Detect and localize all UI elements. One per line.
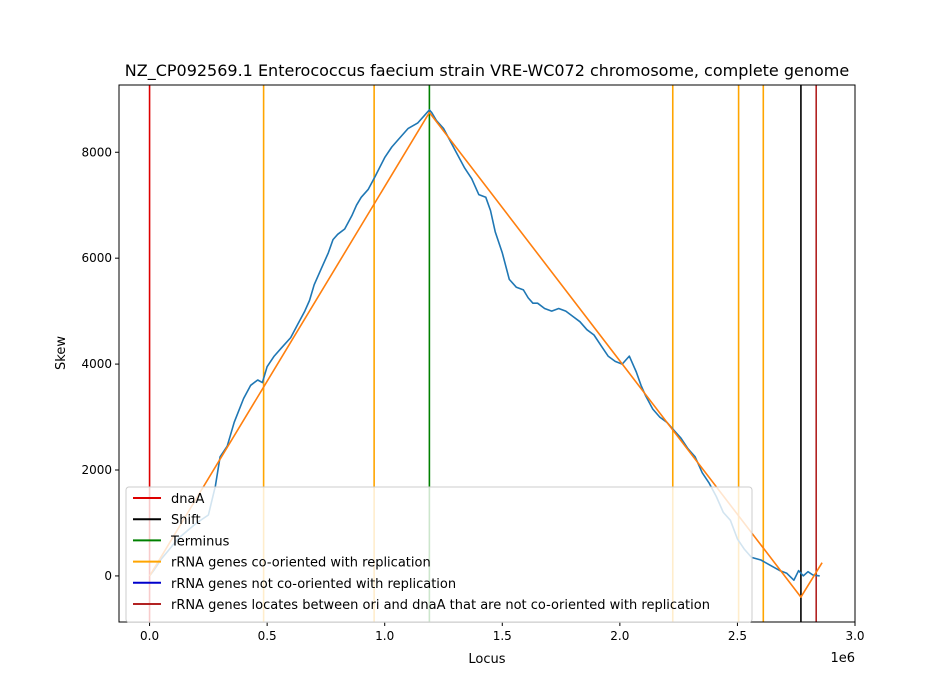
x-tick-label-5: 2.5 [728,629,747,643]
y-tick-label-0: 0 [104,569,112,583]
legend-label-5: rRNA genes locates between ori and dnaA … [171,598,710,613]
x-axis-label: Locus [468,652,505,667]
axes: 0.0 0.5 1.0 1.5 2.0 2.5 3.0 0 2000 4000 6000 8000 [81,145,864,643]
plot-area [148,85,823,622]
legend-label-3: rRNA genes co-oriented with replication [171,556,431,571]
x-tick-label-3: 1.5 [493,629,512,643]
legend-label-0: dnaA [171,492,204,507]
x-tick-label-1: 0.5 [258,629,277,643]
y-tick-label-3: 6000 [81,251,112,265]
legend: dnaA Shift Terminus rRNA genes co-oriented … [125,486,753,623]
y-tick-label-4: 8000 [81,145,112,159]
x-offset-label: 1e6 [830,651,855,666]
chart-title: NZ_CP092569.1 Enterococcus faecium strai… [125,61,849,81]
series-line-1 [148,111,823,598]
legend-label-4: rRNA genes not co-oriented with replicat… [171,577,456,592]
x-tick-label-0: 0.0 [140,629,159,643]
legend-box [125,486,753,623]
legend-label-1: Shift [171,513,201,528]
x-tick-label-6: 3.0 [845,629,864,643]
y-axis-label: Skew [54,336,69,370]
y-tick-label-1: 2000 [81,463,112,477]
series-line-0 [148,109,820,582]
x-tick-label-4: 2.0 [610,629,629,643]
y-tick-label-2: 4000 [81,357,112,371]
legend-label-2: Terminus [170,534,230,549]
x-tick-label-2: 1.0 [375,629,394,643]
